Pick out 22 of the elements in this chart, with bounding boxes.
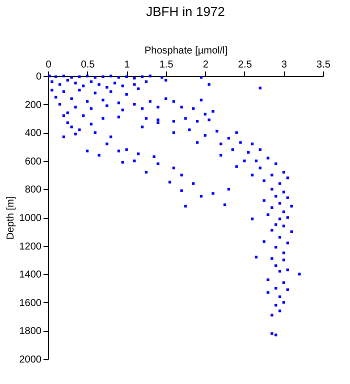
x-tick-label: 1.5 bbox=[159, 60, 174, 70]
y-tick-label: 1200 bbox=[19, 241, 42, 252]
x-tick-label: 0 bbox=[46, 60, 52, 70]
y-tick-label: 200 bbox=[24, 100, 42, 111]
y-axis-title: Depth [m] bbox=[5, 196, 16, 240]
y-tick-label: 1800 bbox=[19, 326, 42, 338]
x-tick-label: 3.5 bbox=[316, 60, 331, 70]
y-tick-label: 2000 bbox=[19, 354, 42, 366]
y-tick-label: 1400 bbox=[19, 270, 42, 281]
x-tick-label: 1 bbox=[124, 60, 130, 70]
y-tick-label: 1000 bbox=[19, 213, 42, 224]
x-axis-title: Phosphate [µmol/l] bbox=[144, 46, 228, 56]
y-tick-label: 1600 bbox=[19, 298, 42, 309]
x-tick-label: 2 bbox=[202, 60, 209, 70]
y-tick-label: 600 bbox=[24, 156, 42, 168]
y-tick-label: 800 bbox=[24, 184, 42, 196]
y-tick-label: 400 bbox=[24, 128, 42, 140]
y-tick-label: 0 bbox=[36, 72, 42, 82]
x-tick-label: 3 bbox=[281, 60, 288, 70]
x-tick-label: 0.5 bbox=[80, 60, 96, 70]
chart-title: JBFH in 1972 bbox=[146, 4, 225, 19]
x-tick-label: 2.5 bbox=[238, 60, 252, 70]
